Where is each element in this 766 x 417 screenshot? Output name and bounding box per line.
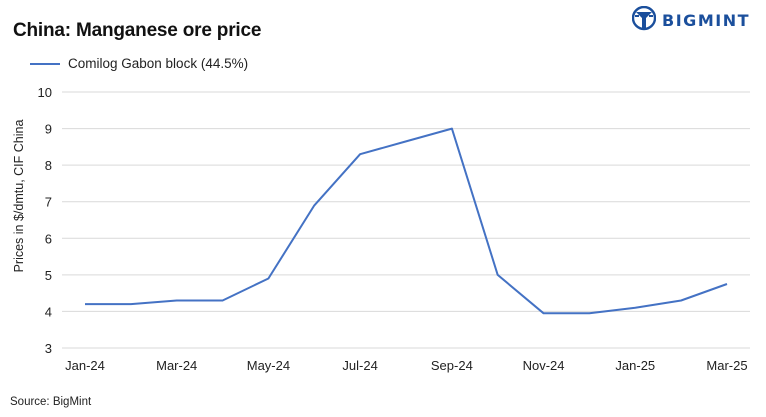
- y-tick-label: 5: [45, 268, 52, 283]
- source-note: Source: BigMint: [10, 396, 92, 408]
- series-lines: [85, 127, 728, 315]
- y-tick-label: 4: [45, 304, 52, 319]
- legend-swatch: [30, 62, 60, 65]
- x-tick-label: Mar-25: [706, 358, 747, 373]
- chart-legend: Comilog Gabon block (44.5%): [30, 56, 248, 71]
- x-tick-label: Jul-24: [342, 358, 377, 373]
- x-tick-label: Jan-24: [65, 358, 105, 373]
- y-tick-label: 7: [45, 195, 52, 210]
- x-tick-label: Jan-25: [615, 358, 655, 373]
- x-tick-label: Mar-24: [156, 358, 197, 373]
- y-tick-label: 10: [38, 85, 52, 100]
- x-axis-ticks: Jan-24 Mar-24 May-24 Jul-24 Sep-24 Nov-24 Jan-…: [65, 358, 747, 373]
- brand-name: BIGMINT: [662, 10, 750, 30]
- y-tick-label: 9: [45, 122, 52, 137]
- x-tick-label: Nov-24: [523, 358, 565, 373]
- legend-label: Comilog Gabon block (44.5%): [68, 56, 249, 71]
- chart-title: China: Manganese ore price: [13, 20, 262, 41]
- series-line: [85, 127, 728, 315]
- y-tick-label: 3: [45, 341, 52, 356]
- bigmint-logo-icon: [632, 6, 657, 31]
- y-axis-label: Prices in $/dmtu, CIF China: [12, 120, 26, 273]
- y-axis-ticks: 3 4 5 6 7 8 9 10: [38, 85, 52, 356]
- bigmint-logo: BIGMINT: [632, 6, 750, 34]
- y-tick-label: 6: [45, 231, 52, 246]
- grid-lines: [62, 91, 750, 349]
- x-tick-label: May-24: [247, 358, 290, 373]
- y-tick-label: 8: [45, 158, 52, 173]
- x-tick-label: Sep-24: [431, 358, 473, 373]
